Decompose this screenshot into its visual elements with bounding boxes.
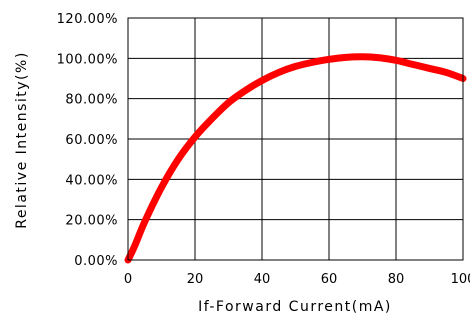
y-tick-label: 20.00% [65, 214, 118, 229]
x-axis-ticks: 0 20 40 60 80 100 [124, 272, 470, 287]
x-tick-label: 0 [124, 272, 132, 287]
y-tick-label: 120.00% [57, 12, 118, 27]
x-tick-label: 60 [321, 272, 338, 287]
plot-frame [127, 17, 464, 261]
y-tick-label: 0.00% [74, 254, 118, 269]
x-tick-label: 20 [187, 272, 204, 287]
x-tick-label: 80 [388, 272, 405, 287]
y-tick-label: 40.00% [65, 173, 118, 188]
series-layer [124, 53, 467, 264]
x-tick-label: 40 [254, 272, 271, 287]
x-tick-label: 100 [451, 272, 470, 287]
y-axis-title: Relative Intensity(%) [14, 51, 30, 229]
y-tick-label: 60.00% [65, 133, 118, 148]
grid [128, 18, 463, 260]
y-tick-label: 80.00% [65, 93, 118, 108]
y-axis-ticks: 0.00% 20.00% 40.00% 60.00% 80.00% 100.00% 120.… [57, 12, 118, 269]
x-axis-title: If-Forward Current(mA) [198, 299, 392, 315]
series-line [124, 53, 467, 264]
y-tick-label: 100.00% [57, 52, 118, 67]
